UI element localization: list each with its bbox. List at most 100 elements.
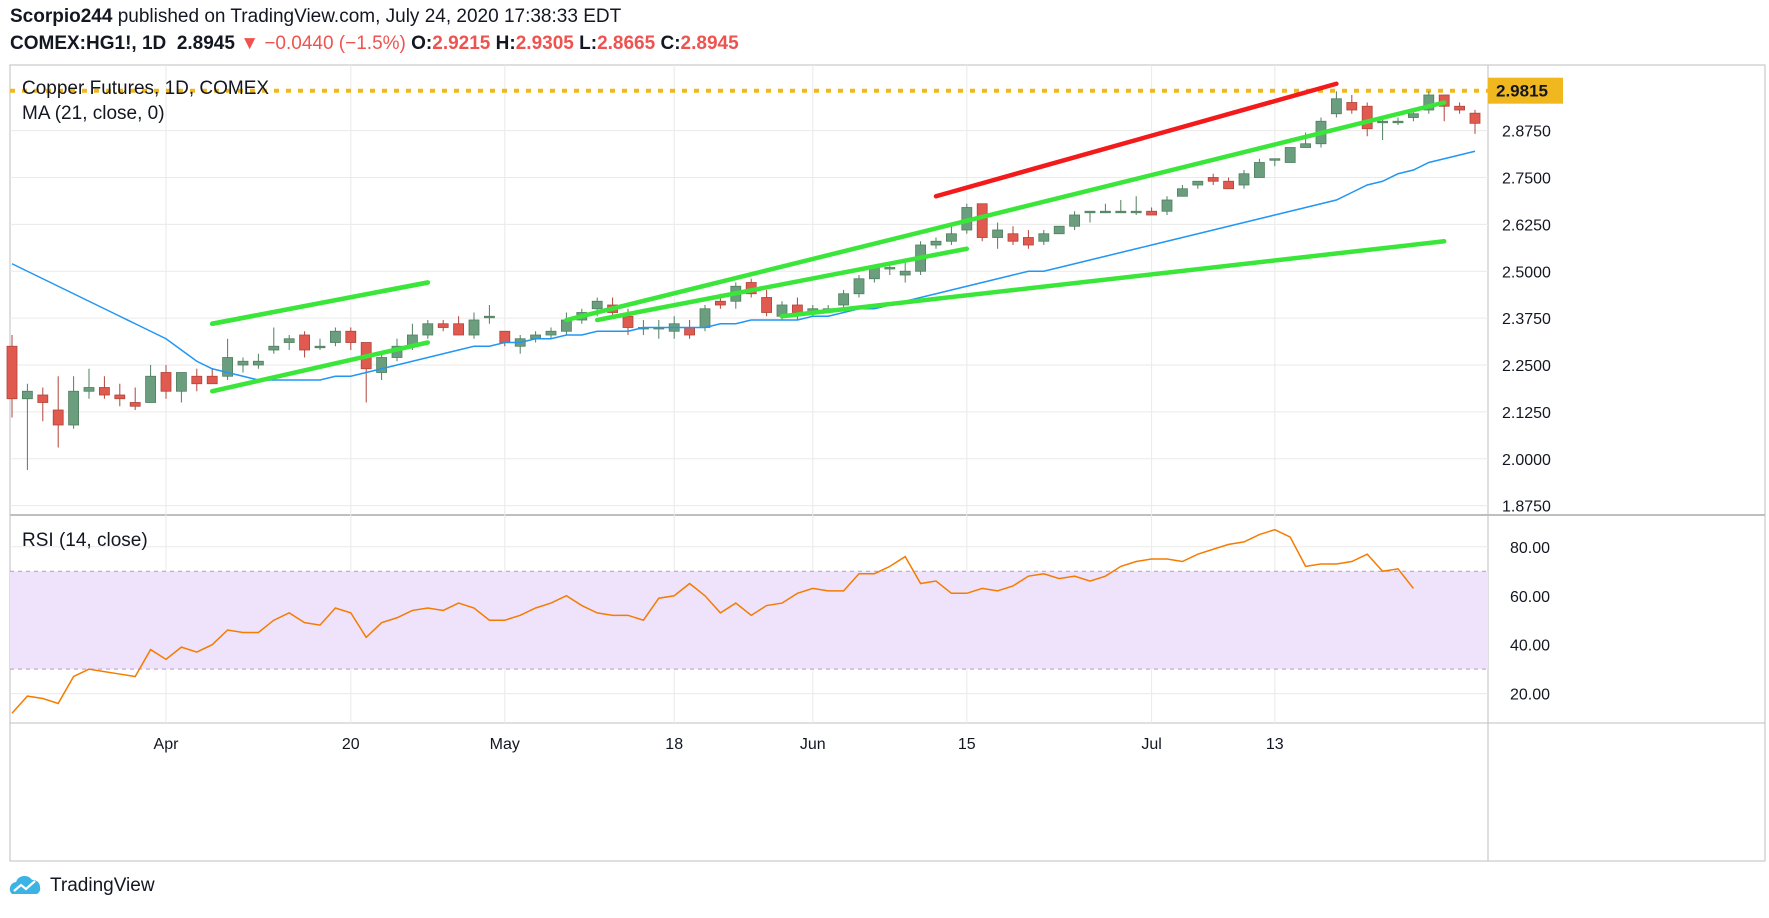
candle [345,327,357,350]
candle-body [1408,113,1419,118]
candle-body [52,409,64,426]
symbol-label: COMEX:HG1!, 1D [10,33,167,54]
candle-body [622,315,634,328]
candle-body [899,270,911,276]
candle-body [499,330,511,343]
candle [1238,170,1250,189]
time-ticks: Apr 20 May 18 Jun 15 Jul 13 [154,736,1284,753]
candle-body [175,372,187,392]
candle-body [792,304,803,313]
support-trendline[interactable] [209,340,431,394]
candle-body [715,300,726,306]
candle [838,290,849,309]
candle [1192,180,1204,189]
candle-body [976,203,988,238]
candle-body [453,323,465,336]
candle [1254,158,1265,178]
candle [853,275,865,298]
candle [376,353,388,380]
candle [175,372,187,403]
candle [206,368,218,385]
candle-body [1392,120,1404,124]
support-trendline[interactable] [209,280,431,326]
symbol-info: COMEX:HG1!, 1D 2.8945 ▼ −0.0440 (−1.5%) … [10,33,739,55]
candle-body [437,323,449,328]
candle-body [1284,147,1296,163]
candle-body [83,387,95,392]
candle [1223,177,1234,190]
candle-body [1254,162,1265,178]
support-trendline[interactable] [779,239,1447,319]
candle [1100,203,1111,214]
support-trendline[interactable] [564,100,1447,323]
candle-body [1223,180,1234,190]
candle [761,290,772,317]
candle-body [483,315,495,319]
candle-body [37,394,49,403]
rsi-legend: RSI (14, close) [22,530,148,551]
candle [114,383,126,407]
author-name[interactable]: Scorpio244 [10,6,113,27]
candle-body [222,357,234,377]
chart-frame [9,64,1766,862]
close-label: C: [660,33,681,54]
candle-body [1177,188,1188,197]
candle-body [1238,173,1250,186]
candle [483,305,495,324]
rsi-tick-label: 20.00 [1510,687,1550,704]
candle [976,203,988,242]
rsi-band [10,571,1488,670]
candle-body [1038,233,1050,242]
candle [1392,117,1404,125]
price-ticks: 1.8750 2.0000 2.1250 2.2500 2.3750 2.5000 2.62… [1502,124,1551,516]
candle-body [1115,210,1127,214]
candle [1084,210,1096,223]
candle [283,335,295,350]
candle-body [21,390,33,400]
candle-body [1377,120,1388,124]
price-tick-label: 2.6250 [1502,217,1551,234]
chart-title: Copper Futures, 1D, COMEX [22,78,270,99]
candle-body [237,360,249,366]
candle-body [314,345,326,349]
candle-body [206,375,218,385]
candle-body [1023,237,1034,246]
last-price: 2.8945 [176,33,235,54]
candle [422,320,434,339]
candle [992,222,1003,249]
candle [1284,147,1296,163]
ma-legend: MA (21, close, 0) [22,103,165,124]
candle-body [376,357,388,373]
candle [453,316,465,336]
open-label: O: [411,33,433,54]
chart-area[interactable]: 1.8750 2.0000 2.1250 2.2500 2.3750 2.5000 2.62… [0,60,1769,865]
candle-body [252,360,264,366]
resistance-price-badge: 2.9815 [1488,77,1563,104]
low-label: L: [579,33,598,54]
high-value: 2.9305 [515,33,574,54]
candle-body [853,278,865,295]
candle [1130,196,1142,215]
price-tick-label: 2.0000 [1502,452,1551,469]
resistance-trendline[interactable] [933,81,1339,199]
ma-line [11,150,1476,381]
candle [83,368,95,399]
candle [468,312,480,339]
candle-body [468,319,480,336]
candle [1069,211,1080,230]
candle [21,383,33,470]
rsi-tick-label: 60.00 [1510,589,1550,606]
trendlines [209,81,1447,394]
candle-body [761,297,772,313]
candle-body [99,387,110,396]
candle-body [129,402,141,407]
support-trendline[interactable] [594,246,970,323]
tradingview-logo-icon[interactable] [8,874,44,898]
candle-body [1207,177,1219,182]
candle-body [1331,98,1342,115]
candle-body [422,323,434,336]
time-tick-label: May [490,736,520,753]
time-tick-label: 20 [342,736,360,753]
candle-body [1300,143,1311,148]
candle-body [1269,158,1281,161]
